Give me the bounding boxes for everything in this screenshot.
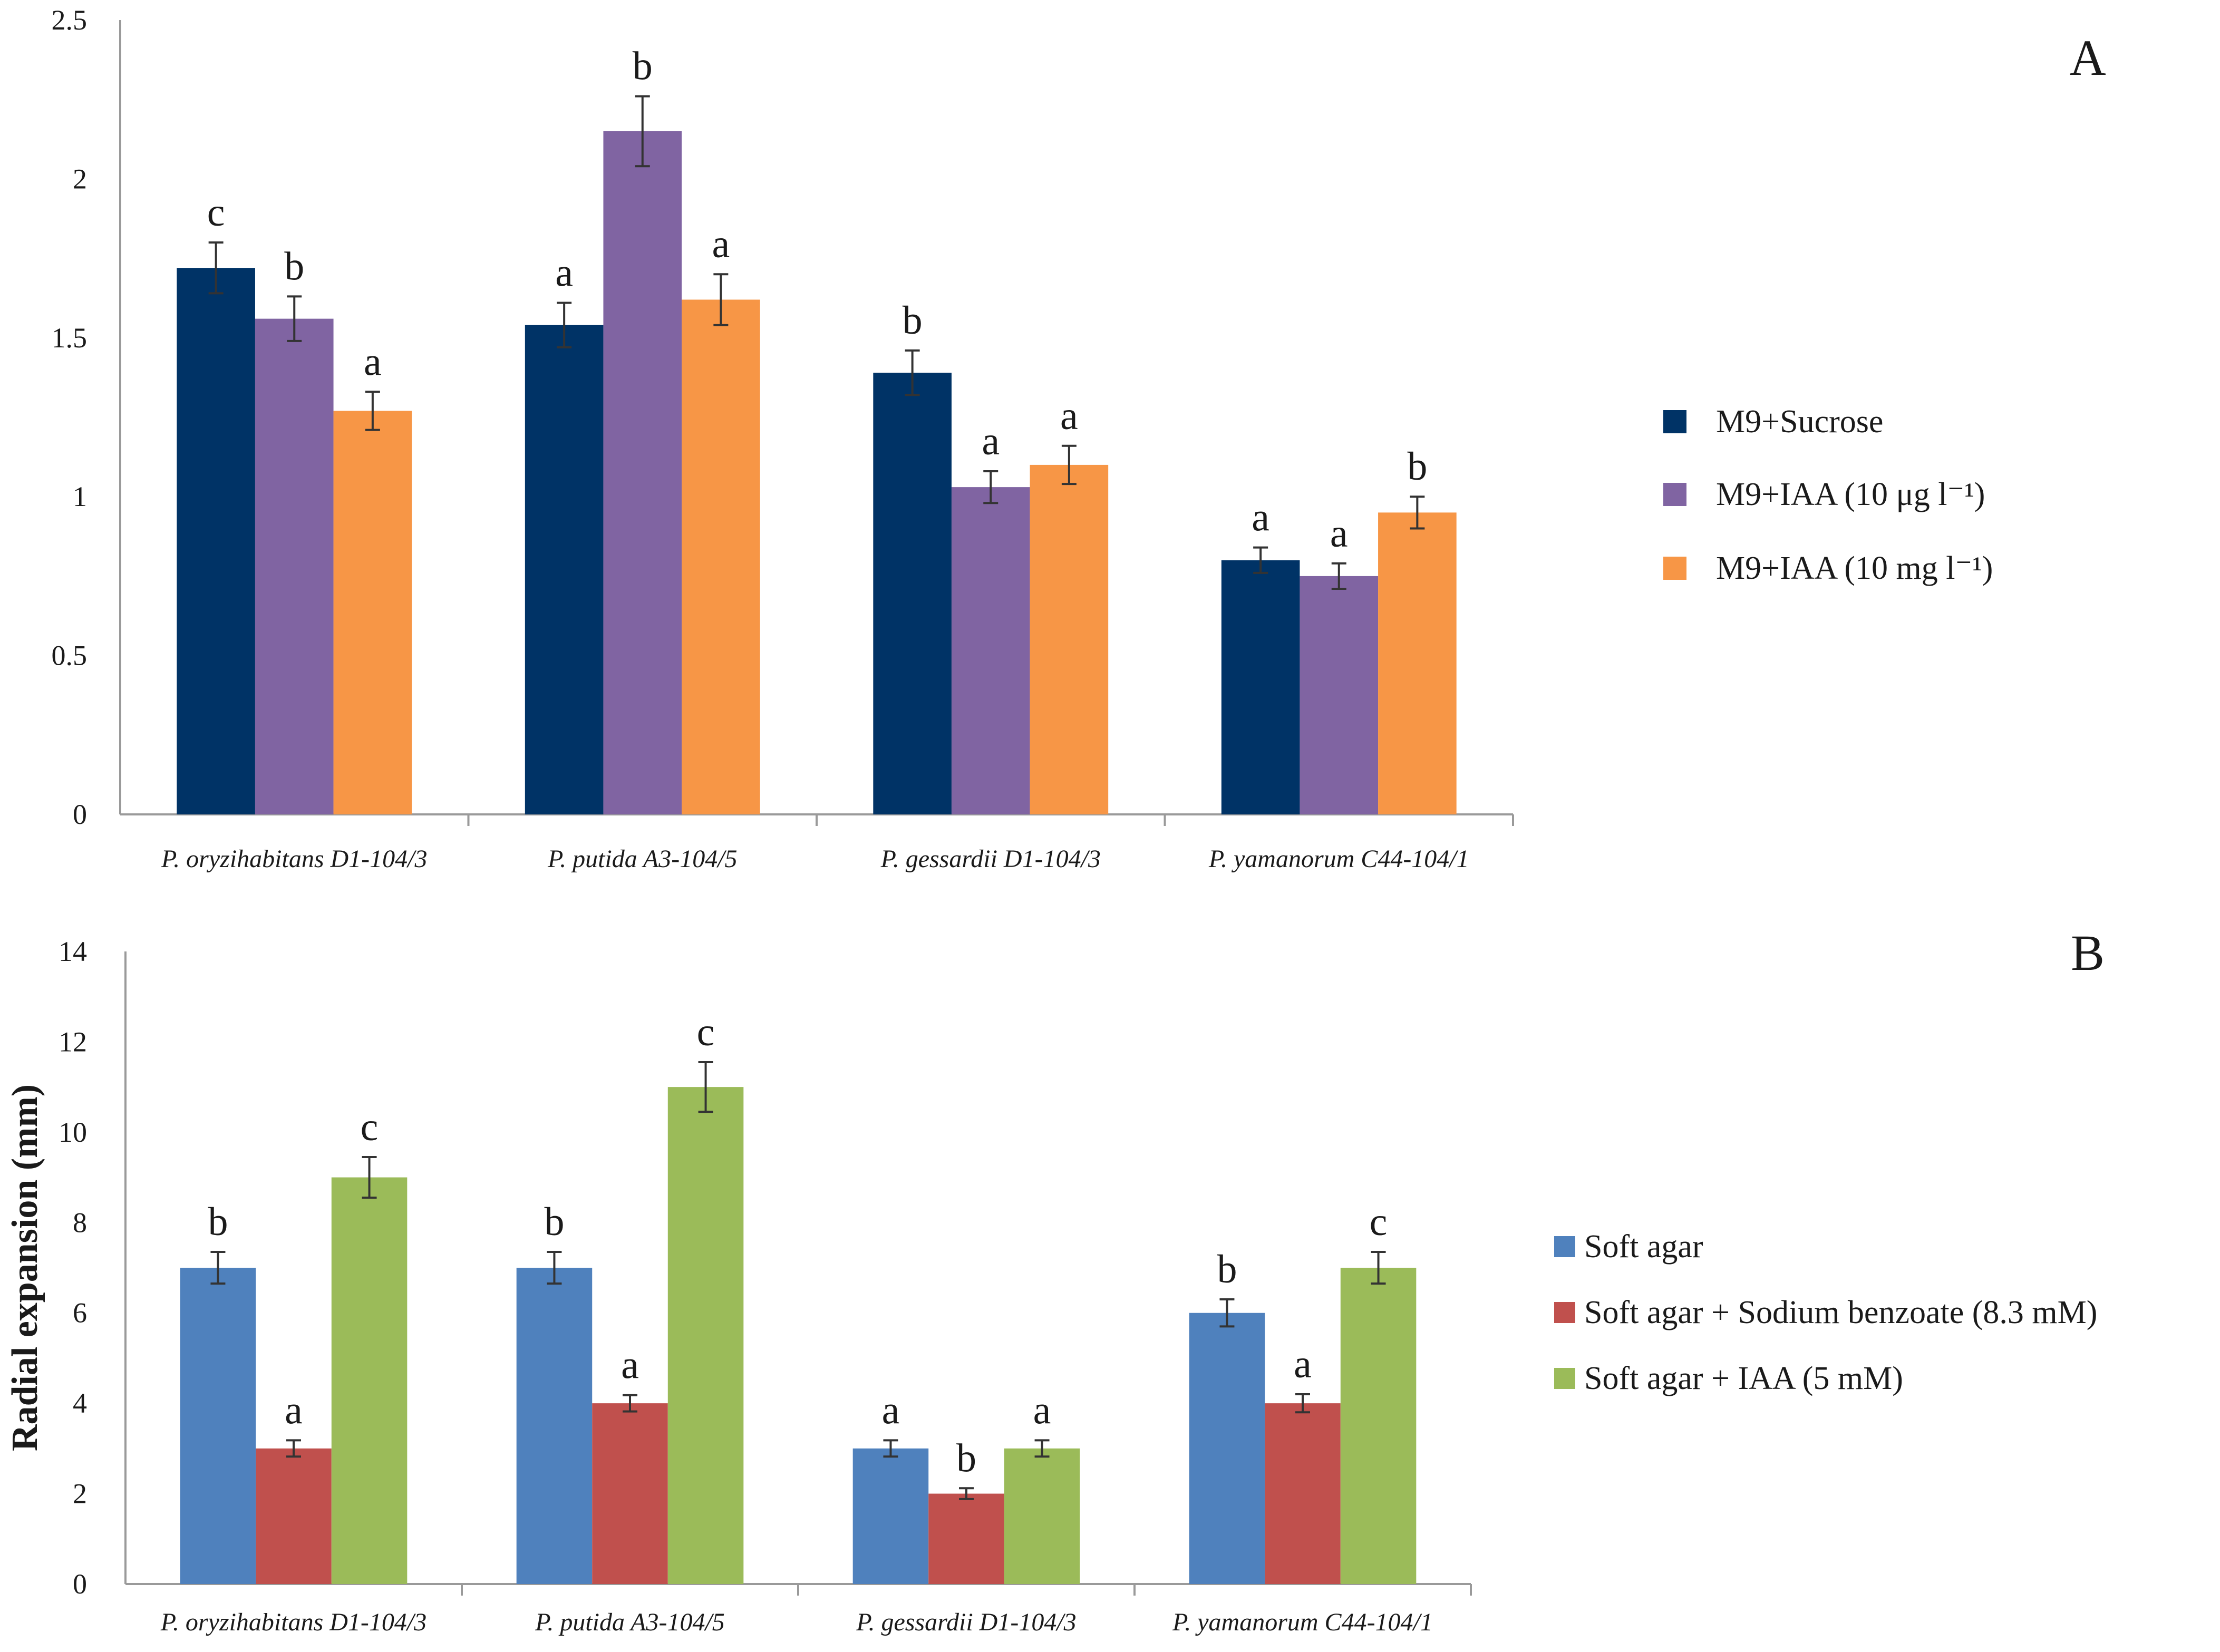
bar: [1378, 512, 1457, 814]
legend-swatch: [1554, 1368, 1575, 1389]
bar: [180, 1268, 256, 1584]
significance-letter: a: [982, 419, 1000, 463]
bar: [852, 1448, 929, 1584]
y-axis-label: Radial expansion (mm): [5, 1084, 45, 1451]
significance-letter: c: [207, 190, 225, 235]
significance-letter: a: [712, 222, 730, 266]
bar: [592, 1403, 668, 1584]
significance-letter: a: [285, 1388, 303, 1432]
bar: [516, 1268, 593, 1584]
bar: [333, 411, 412, 814]
bar: [873, 373, 952, 814]
legend-label: M9+Sucrose: [1716, 404, 1883, 440]
significance-letter: a: [364, 339, 382, 384]
bar: [1189, 1313, 1265, 1584]
category-label: P. yamanorum C44-104/1: [1208, 845, 1469, 873]
y-tick-label: 14: [59, 936, 87, 967]
bar: [667, 1087, 744, 1584]
category-label: P. oryzihabitans D1-104/3: [161, 845, 427, 873]
significance-letter: c: [697, 1010, 715, 1054]
category-label: P. gessardii D1-104/3: [856, 1608, 1076, 1636]
bar: [1340, 1268, 1417, 1584]
y-tick-label: 2: [73, 163, 87, 195]
significance-letter: c: [1370, 1200, 1388, 1244]
significance-letter: a: [621, 1343, 639, 1387]
panel-A: 0 0.5 1 1.5 2 2.5 P. oryzihabitans D1-104/3 c b a…: [52, 4, 2106, 873]
y-tick-label: 2: [73, 1478, 87, 1510]
bar: [256, 1448, 332, 1584]
legend-swatch: [1554, 1236, 1575, 1257]
significance-letter: a: [882, 1388, 900, 1432]
bar: [1221, 560, 1300, 814]
bar: [177, 268, 255, 815]
legend-label: Soft agar + IAA (5 mM): [1584, 1361, 1903, 1396]
bar: [1004, 1448, 1080, 1584]
legend-swatch: [1663, 483, 1686, 506]
significance-letter: c: [361, 1105, 379, 1149]
y-tick-label: 0.5: [52, 640, 88, 672]
significance-letter: a: [1060, 394, 1078, 438]
bar: [255, 318, 334, 814]
category-label: P. putida A3-104/5: [535, 1608, 725, 1636]
legend-label: M9+IAA (10 μg l⁻¹): [1716, 477, 1985, 512]
significance-letter: b: [1217, 1247, 1237, 1291]
significance-letter: a: [1330, 511, 1348, 556]
panel-label: B: [2071, 925, 2105, 981]
legend-swatch: [1663, 410, 1686, 433]
y-tick-label: 6: [73, 1297, 87, 1329]
y-tick-label: 1: [73, 481, 87, 512]
significance-letter: b: [208, 1200, 228, 1244]
significance-letter: b: [956, 1436, 976, 1480]
bar: [682, 299, 760, 814]
category-label: P. putida A3-104/5: [547, 845, 738, 873]
significance-letter: a: [1033, 1388, 1051, 1432]
y-tick-label: 4: [73, 1387, 87, 1419]
legend: Soft agar Soft agar + Sodium benzoate (8.…: [1554, 1229, 2097, 1396]
legend-label: M9+IAA (10 mg l⁻¹): [1716, 550, 1993, 586]
category-label: P. gessardii D1-104/3: [880, 845, 1101, 873]
significance-letter: a: [555, 250, 573, 295]
category-label: P. oryzihabitans D1-104/3: [160, 1608, 426, 1636]
category-label: P. yamanorum C44-104/1: [1172, 1608, 1433, 1636]
legend-swatch: [1554, 1302, 1575, 1323]
y-tick-label: 2.5: [52, 4, 88, 36]
bar: [603, 131, 682, 815]
significance-letter: b: [633, 44, 653, 89]
legend-swatch: [1663, 557, 1686, 580]
y-tick-label: 12: [59, 1026, 87, 1057]
y-tick-label: 1.5: [52, 322, 88, 354]
significance-letter: b: [284, 244, 304, 288]
significance-letter: b: [544, 1200, 564, 1244]
bar: [951, 487, 1030, 814]
bar: [525, 325, 604, 814]
y-tick-label: 0: [73, 799, 87, 830]
y-tick-label: 10: [59, 1116, 87, 1148]
significance-letter: a: [1252, 495, 1269, 540]
bar: [928, 1493, 1004, 1584]
significance-letter: b: [903, 298, 923, 343]
legend-label: Soft agar + Sodium benzoate (8.3 mM): [1584, 1295, 2097, 1330]
bar: [1030, 464, 1109, 814]
significance-letter: a: [1294, 1342, 1312, 1386]
bar: [331, 1177, 408, 1584]
y-tick-label: 0: [73, 1568, 87, 1600]
y-tick-label: 8: [73, 1207, 87, 1238]
legend: M9+Sucrose M9+IAA (10 μg l⁻¹) M9+IAA (10 m…: [1663, 404, 1993, 586]
bar: [1265, 1403, 1341, 1584]
panel-label: A: [2069, 30, 2106, 86]
legend-label: Soft agar: [1584, 1229, 1703, 1265]
bar: [1300, 576, 1379, 814]
significance-letter: b: [1407, 444, 1427, 489]
panel-B: 0 2 4 6 8 10 12 14 P. oryzihabitans D1-104/3 b a c P…: [5, 925, 2105, 1636]
